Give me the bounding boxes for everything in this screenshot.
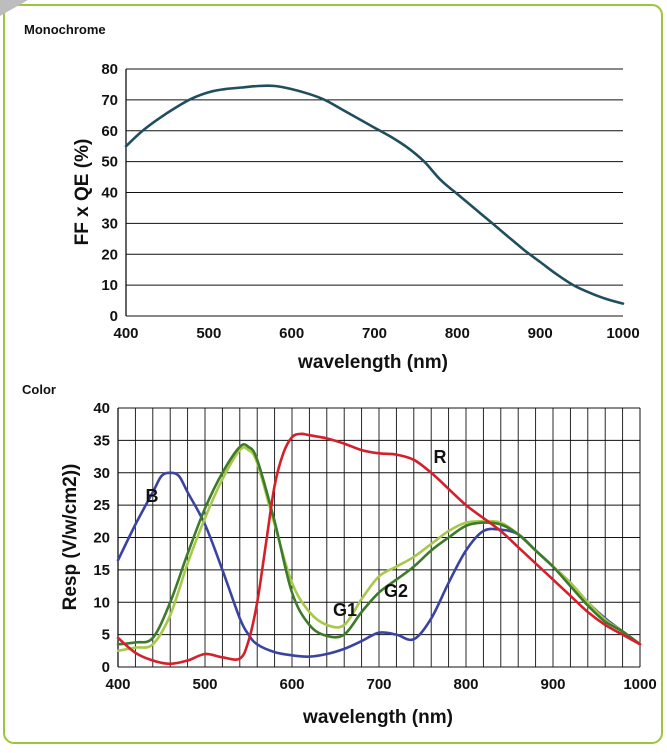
monochrome-y-tick-label: 30 <box>101 215 118 232</box>
color-series <box>116 432 642 666</box>
panel-border <box>3 4 663 744</box>
color-series-label-b: B <box>146 486 159 506</box>
monochrome-y-tick-label: 0 <box>110 308 118 325</box>
color-series-label-g1: G1 <box>333 600 357 620</box>
color-x-axis-label: wavelength (nm) <box>302 707 453 728</box>
color-y-tick-label: 20 <box>93 530 110 547</box>
monochrome-x-tick-label: 700 <box>362 325 387 342</box>
monochrome-y-tick-label: 40 <box>101 185 118 202</box>
color-series-labels: B G1 G2 R <box>146 447 447 620</box>
monochrome-x-tick-label: 900 <box>528 325 553 342</box>
color-chart-title: Color <box>22 382 56 397</box>
color-y-tick-label: 15 <box>93 562 110 579</box>
monochrome-series-main-line <box>124 84 625 305</box>
monochrome-x-tick-label: 500 <box>196 325 221 342</box>
color-x-tick-label: 700 <box>366 676 391 693</box>
corner-ribbon-icon <box>0 0 28 16</box>
color-y-tick-label: 0 <box>102 659 110 676</box>
monochrome-y-tick-label: 70 <box>101 92 118 109</box>
monochrome-x-tick-label: 400 <box>113 325 138 342</box>
monochrome-chart: Monochrome FF x QE (%) wavelength (nm) 0… <box>24 22 640 373</box>
color-series-g2-line <box>116 443 642 646</box>
color-chart: Color Resp (V/w/cm2)) wavelength (nm) 0 5… <box>22 382 657 728</box>
monochrome-y-tick-label: 50 <box>101 154 118 171</box>
monochrome-series <box>124 84 625 305</box>
color-x-tick-label: 600 <box>279 676 304 693</box>
monochrome-x-tick-label: 1000 <box>606 325 639 342</box>
color-x-tick-label: 1000 <box>623 676 656 693</box>
monochrome-y-tick-label: 10 <box>101 277 118 294</box>
monochrome-tick-labels: 0 10 20 30 40 50 60 70 80 400 500 600 700 800 900 1000 <box>101 61 639 342</box>
color-series-label-g2: G2 <box>384 581 408 601</box>
color-grid <box>117 407 641 668</box>
monochrome-y-tick-label: 20 <box>101 246 118 263</box>
color-x-tick-label: 800 <box>453 676 478 693</box>
monochrome-grid <box>125 68 623 317</box>
color-y-axis-label: Resp (V/w/cm2)) <box>60 464 81 611</box>
monochrome-x-tick-label: 600 <box>279 325 304 342</box>
color-x-tick-label: 400 <box>105 676 130 693</box>
color-y-tick-label: 40 <box>93 400 110 417</box>
monochrome-y-axis-label: FF x QE (%) <box>72 139 93 246</box>
monochrome-y-tick-label: 80 <box>101 61 118 78</box>
color-y-tick-label: 35 <box>93 432 110 449</box>
color-y-tick-label: 5 <box>102 627 110 644</box>
color-y-tick-label: 30 <box>93 465 110 482</box>
monochrome-y-tick-label: 60 <box>101 123 118 140</box>
color-y-tick-label: 10 <box>93 594 110 611</box>
monochrome-x-axis-label: wavelength (nm) <box>297 352 448 373</box>
color-series-r-line <box>116 432 642 666</box>
monochrome-chart-title: Monochrome <box>24 22 106 37</box>
color-series-label-r: R <box>434 447 447 467</box>
color-tick-labels: 0 5 10 15 20 25 30 35 40 400 500 600 700 800 900 1000 <box>93 400 656 693</box>
color-y-tick-label: 25 <box>93 497 110 514</box>
color-x-tick-label: 500 <box>192 676 217 693</box>
color-x-tick-label: 900 <box>540 676 565 693</box>
monochrome-x-tick-label: 800 <box>445 325 470 342</box>
